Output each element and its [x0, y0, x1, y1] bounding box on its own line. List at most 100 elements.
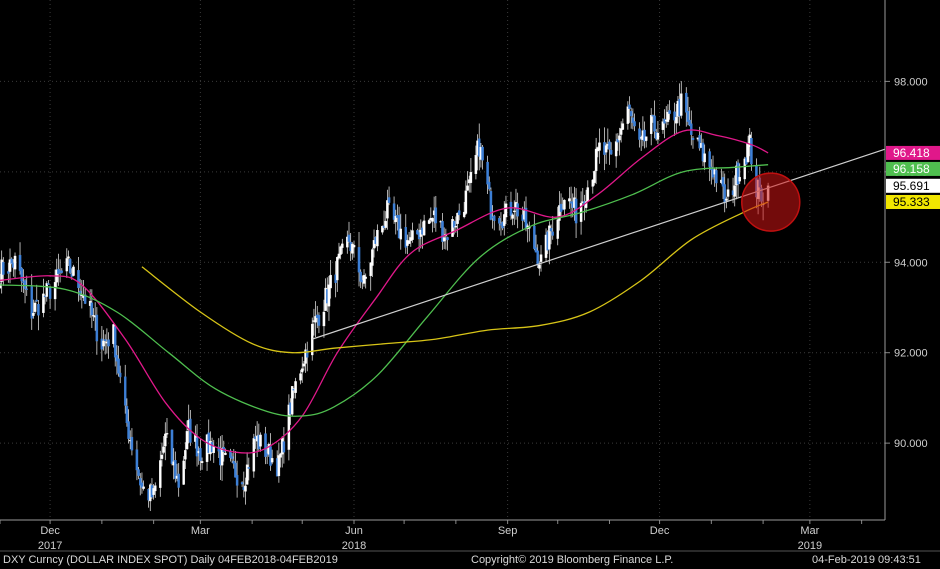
price-badge-label: 96.158 — [893, 162, 930, 176]
candle-body — [376, 230, 379, 247]
candle-body — [347, 234, 351, 242]
candle-body — [559, 203, 563, 212]
highlight-circle — [741, 172, 801, 232]
candle-body — [661, 121, 665, 130]
candle-body — [673, 111, 676, 121]
candle-body — [411, 230, 414, 240]
candle-body — [264, 433, 267, 457]
candle-body — [137, 469, 140, 476]
candle-body — [252, 438, 256, 472]
candle-body — [118, 372, 122, 378]
candle-body — [265, 453, 269, 456]
candle-body — [685, 92, 688, 113]
candle-body — [199, 448, 202, 461]
timestamp-text: 04-Feb-2019 09:43:51 — [812, 554, 921, 566]
candle-body — [586, 187, 590, 202]
candle-body — [464, 190, 468, 214]
candle-body — [13, 255, 17, 270]
candle-body — [160, 454, 164, 459]
candle-body — [336, 257, 339, 281]
candle-body — [162, 446, 165, 453]
price-badge — [886, 145, 940, 160]
x-tick-label: Sep — [498, 525, 518, 537]
candle-body — [466, 185, 469, 191]
candle-body — [407, 240, 411, 244]
candle-body — [42, 293, 45, 313]
candle-body — [498, 218, 501, 224]
moving-average-line — [0, 129, 769, 454]
candle-body — [270, 458, 274, 463]
candle-body — [591, 179, 595, 187]
candle-body — [454, 226, 458, 228]
candle-body — [232, 460, 236, 464]
candle-body — [287, 404, 291, 450]
candle-body — [351, 243, 354, 254]
candle-body — [474, 155, 478, 174]
candle-body — [456, 212, 459, 224]
candle-body — [123, 376, 127, 406]
candle-body — [708, 151, 711, 167]
candle-body — [357, 247, 361, 273]
candle-body — [299, 373, 302, 381]
candle-body — [381, 225, 384, 233]
candle-body — [442, 237, 446, 242]
candle-body — [503, 214, 506, 226]
candle-body — [164, 433, 167, 447]
candle-body — [240, 482, 244, 485]
candle-body — [618, 135, 621, 141]
candle-body — [245, 464, 249, 485]
candle-body — [533, 225, 536, 249]
candle-body — [337, 253, 341, 259]
candle-body — [294, 381, 297, 393]
candle-body — [653, 115, 656, 132]
moving-average-line — [0, 164, 769, 417]
candle-body — [534, 247, 538, 253]
candle-body — [431, 218, 434, 222]
candle-body — [48, 286, 52, 299]
candle-body — [53, 282, 57, 300]
candle-body — [513, 210, 516, 213]
candle-body — [399, 228, 403, 240]
highlight-marker — [741, 172, 801, 232]
candle-body — [726, 189, 730, 197]
candle-body — [115, 355, 119, 362]
candle-body — [638, 128, 641, 140]
candle-body — [0, 283, 2, 289]
candle-body — [733, 185, 736, 197]
candle-body — [142, 486, 145, 489]
candle-body — [235, 474, 239, 486]
candle-body — [371, 249, 374, 266]
candle-body — [67, 256, 70, 259]
security-description: DXY Curncy (DOLLAR INDEX SPOT) Daily 04F… — [3, 554, 338, 566]
candle-body — [619, 128, 623, 135]
candlestick-series — [0, 81, 770, 512]
candle-body — [644, 136, 648, 141]
price-badge — [886, 194, 940, 209]
candle-body — [200, 461, 204, 463]
candle-body — [416, 230, 419, 235]
candle-body — [244, 485, 247, 492]
candle-body — [30, 286, 33, 319]
candle-body — [387, 197, 391, 203]
candle-body — [743, 158, 746, 180]
candle-body — [486, 161, 489, 185]
candle-body — [18, 254, 22, 271]
candle-body — [224, 452, 227, 455]
candle-body — [633, 121, 636, 127]
candle-body — [558, 205, 561, 221]
candle-body — [177, 473, 180, 488]
candle-body — [154, 485, 157, 492]
candle-body — [609, 149, 613, 155]
moving-average-lines — [0, 129, 769, 454]
candle-body — [452, 221, 456, 228]
candle-body — [427, 220, 431, 224]
candle-body — [392, 203, 396, 220]
candle-body — [77, 270, 80, 289]
axes: 98.00096.00094.00092.00090.000DecMarJunS… — [0, 0, 940, 552]
candle-body — [269, 446, 272, 466]
candle-body — [691, 137, 695, 141]
candle-body — [626, 106, 630, 124]
candle-body — [616, 138, 620, 143]
candle-body — [95, 314, 99, 342]
